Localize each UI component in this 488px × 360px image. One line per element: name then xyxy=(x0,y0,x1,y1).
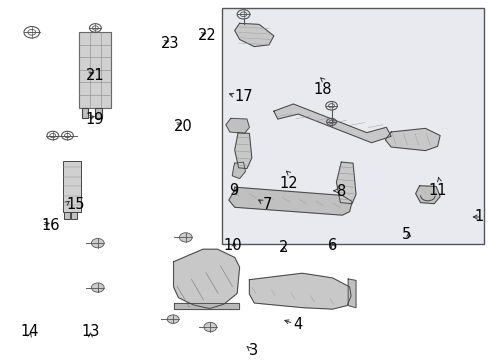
Text: 4: 4 xyxy=(293,317,302,332)
Text: 21: 21 xyxy=(85,68,104,83)
Polygon shape xyxy=(273,104,390,143)
Text: 7: 7 xyxy=(263,197,272,212)
Text: 18: 18 xyxy=(313,82,331,98)
Polygon shape xyxy=(225,118,249,134)
Bar xyxy=(81,108,88,118)
Circle shape xyxy=(203,322,216,332)
Text: 8: 8 xyxy=(337,184,346,199)
Circle shape xyxy=(91,283,104,292)
Polygon shape xyxy=(173,303,238,309)
Bar xyxy=(71,212,77,220)
Text: 16: 16 xyxy=(41,219,60,233)
Polygon shape xyxy=(249,273,350,309)
Text: 6: 6 xyxy=(327,238,336,253)
Text: 5: 5 xyxy=(402,227,410,242)
Text: 19: 19 xyxy=(85,112,104,127)
Text: 1: 1 xyxy=(474,210,483,224)
Circle shape xyxy=(179,233,192,242)
Bar xyxy=(79,32,111,108)
Text: 14: 14 xyxy=(20,324,39,339)
Polygon shape xyxy=(234,133,251,168)
Text: 2: 2 xyxy=(278,240,288,255)
Bar xyxy=(64,212,70,220)
Polygon shape xyxy=(347,279,355,308)
Text: 13: 13 xyxy=(81,324,100,339)
Text: 11: 11 xyxy=(427,183,446,198)
Polygon shape xyxy=(336,162,355,204)
Polygon shape xyxy=(173,249,239,309)
Text: 12: 12 xyxy=(279,176,297,191)
Bar xyxy=(222,8,483,244)
Text: 10: 10 xyxy=(223,238,242,253)
Text: 3: 3 xyxy=(249,343,258,358)
Bar xyxy=(62,161,81,212)
Polygon shape xyxy=(234,23,273,46)
Text: 9: 9 xyxy=(229,183,238,198)
Polygon shape xyxy=(415,186,439,204)
Text: 22: 22 xyxy=(198,28,216,43)
Bar xyxy=(95,108,102,118)
Polygon shape xyxy=(232,162,245,179)
Circle shape xyxy=(167,315,179,323)
Text: 15: 15 xyxy=(66,197,84,212)
Text: 23: 23 xyxy=(161,36,180,51)
Text: 20: 20 xyxy=(173,119,192,134)
Polygon shape xyxy=(385,129,439,150)
Circle shape xyxy=(91,238,104,248)
Text: 17: 17 xyxy=(234,89,253,104)
Polygon shape xyxy=(228,187,351,215)
